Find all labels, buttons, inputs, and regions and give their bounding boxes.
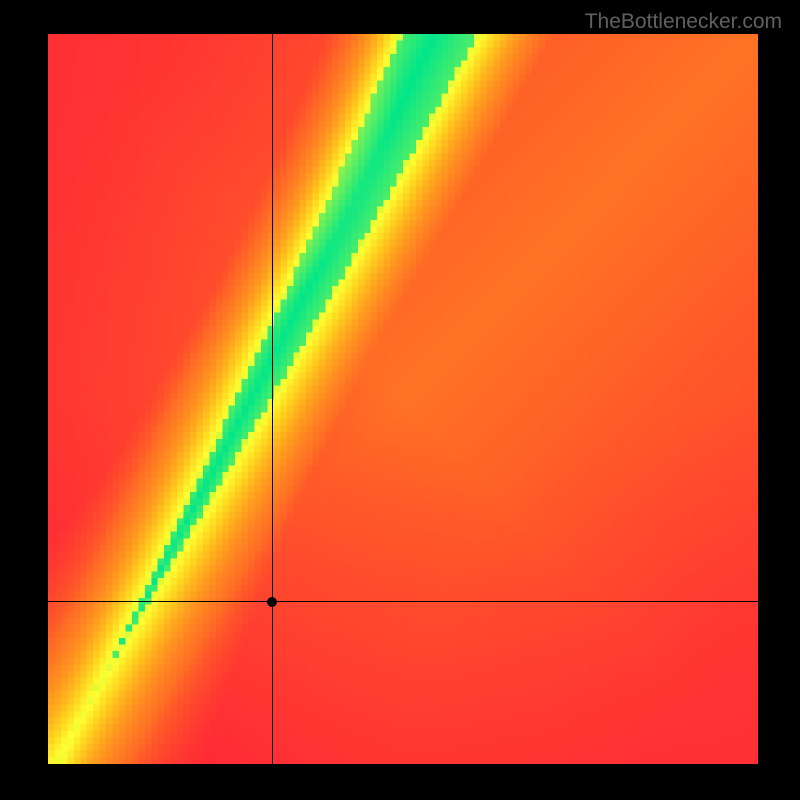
heatmap-plot: [48, 34, 758, 764]
watermark-text: TheBottlenecker.com: [585, 10, 782, 34]
heatmap-canvas: [48, 34, 758, 764]
crosshair-horizontal: [48, 601, 758, 602]
marker-dot: [267, 597, 277, 607]
crosshair-vertical: [272, 34, 273, 764]
